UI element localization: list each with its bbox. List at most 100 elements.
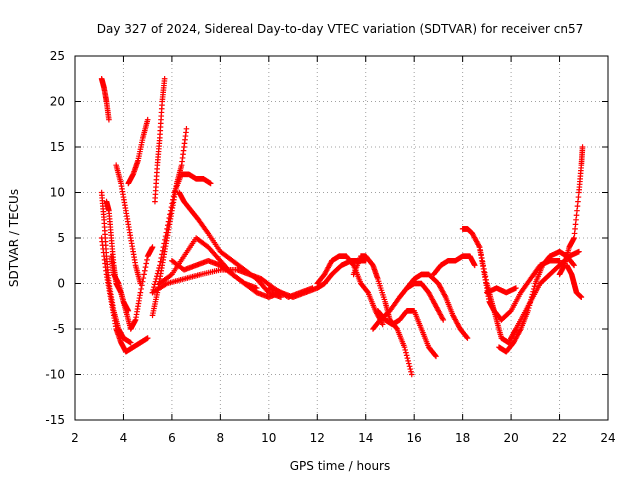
x-axis-label: GPS time / hours (290, 459, 391, 473)
series-pass-v (459, 226, 519, 346)
data-point (513, 285, 519, 291)
series-pass-z (484, 285, 519, 296)
data-point (571, 262, 577, 269)
data-point (162, 233, 169, 239)
series-pass-e (108, 253, 132, 314)
x-tick-label: 8 (217, 431, 225, 445)
data-point (471, 262, 478, 269)
series-pass-a (98, 75, 112, 123)
grid (75, 56, 608, 420)
data-point (159, 247, 166, 254)
x-tick-label: 10 (261, 431, 276, 445)
series-pass-u (430, 253, 478, 278)
data-point (137, 280, 144, 287)
data-point (401, 344, 408, 350)
data-point (167, 207, 174, 214)
data-point (576, 248, 582, 255)
data-point (404, 355, 411, 361)
series-pass-d (103, 198, 156, 332)
x-tick-label: 14 (358, 431, 373, 445)
y-tick-label: -15 (45, 413, 65, 427)
data-point (406, 360, 412, 367)
x-tick-label: 20 (503, 431, 518, 445)
data-point (464, 335, 471, 341)
data-point (408, 368, 414, 375)
series-pass-h (152, 75, 168, 205)
data-point (408, 371, 415, 378)
data-point (160, 244, 167, 250)
data-point (403, 352, 410, 359)
data-point (570, 261, 577, 268)
data-marks (98, 75, 586, 378)
x-tick-label: 4 (120, 431, 128, 445)
data-point (143, 260, 150, 267)
y-tick-label: 5 (57, 231, 65, 245)
data-point (144, 257, 150, 263)
data-point (170, 196, 176, 203)
data-point (127, 339, 134, 346)
data-point (167, 211, 173, 218)
data-point (153, 276, 159, 282)
y-tick-label: 10 (50, 186, 65, 200)
data-point (403, 349, 409, 356)
data-point (579, 144, 586, 150)
data-point (432, 352, 439, 359)
data-point (125, 308, 132, 314)
data-point (154, 270, 161, 277)
data-point (156, 265, 162, 271)
series-pass-j (149, 171, 214, 296)
data-point (531, 283, 538, 290)
series-pass-ab (564, 262, 585, 300)
y-axis-label: SDTVAR / TECUs (7, 189, 21, 287)
data-point (161, 75, 168, 82)
y-tick-label: -5 (53, 322, 65, 336)
data-point (162, 237, 168, 243)
x-tick-label: 12 (310, 431, 325, 445)
data-point (405, 358, 411, 364)
data-point (154, 273, 160, 280)
data-point (152, 278, 159, 285)
data-point (137, 289, 144, 296)
y-tick-label: 0 (57, 277, 65, 291)
data-point (144, 335, 151, 341)
data-point (106, 116, 112, 123)
data-point (164, 226, 170, 232)
plot-frame (74, 55, 609, 421)
data-point (141, 267, 148, 274)
data-point (168, 204, 175, 210)
data-point (207, 180, 214, 187)
data-point (161, 240, 167, 247)
y-tick-label: -10 (45, 368, 65, 382)
series-pass-t (404, 271, 471, 341)
data-point (142, 264, 149, 270)
data-point (463, 334, 470, 340)
data-point (169, 200, 175, 207)
data-point (165, 218, 172, 225)
data-point (164, 222, 171, 229)
x-tick-label: 18 (455, 431, 470, 445)
series-pass-c (98, 235, 151, 355)
series-pass-f (113, 162, 144, 287)
y-tick-label: 25 (50, 49, 65, 63)
data-point (406, 363, 413, 370)
x-tick-label: 2 (71, 431, 79, 445)
data-point (149, 244, 156, 250)
y-tick-label: 20 (50, 95, 65, 109)
data-point (578, 294, 585, 300)
series-pass-g (125, 116, 151, 187)
data-point (151, 281, 158, 288)
series-pass-n (169, 257, 260, 291)
data-point (253, 285, 260, 291)
data-point (138, 286, 144, 292)
data-point (433, 353, 439, 360)
data-point (166, 215, 173, 221)
data-point (156, 262, 163, 269)
data-point (158, 255, 165, 261)
data-point (170, 193, 177, 199)
data-point (157, 258, 164, 265)
data-point (144, 116, 151, 123)
data-point (402, 347, 409, 353)
data-point (440, 317, 447, 323)
